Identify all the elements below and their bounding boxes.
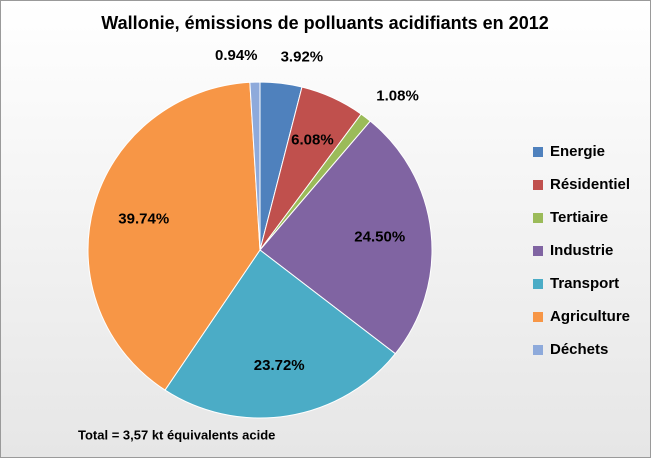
pie-slice: [164, 249, 397, 419]
legend-label: Energie: [550, 143, 605, 160]
data-label: 3.92%: [281, 49, 324, 66]
legend-swatch: [533, 213, 543, 223]
chart-title: Wallonie, émissions de polluants acidifi…: [101, 13, 548, 33]
legend-swatch: [533, 180, 543, 190]
pie-slice: [87, 81, 261, 391]
legend-label: Résidentiel: [550, 176, 630, 193]
data-label: 0.94%: [215, 47, 258, 64]
legend-swatch: [533, 312, 543, 322]
pie-slice: [259, 120, 433, 355]
legend-label: Tertiaire: [550, 209, 608, 226]
data-label: 23.72%: [254, 357, 305, 374]
legend-label: Agriculture: [550, 308, 630, 325]
data-label: 39.74%: [118, 210, 169, 227]
data-label: 24.50%: [354, 229, 405, 246]
legend-label: Déchets: [550, 341, 608, 358]
legend-label: Transport: [550, 275, 619, 292]
annotation: Total = 3,57 kt équivalents acide: [78, 427, 275, 442]
data-label: 6.08%: [291, 131, 334, 148]
legend-swatch: [533, 147, 543, 157]
legend-label: Industrie: [550, 242, 613, 259]
data-label: 1.08%: [376, 87, 419, 104]
legend-swatch: [533, 279, 543, 289]
legend-swatch: [533, 345, 543, 355]
legend-swatch: [533, 246, 543, 256]
pie-slice: [249, 81, 261, 251]
